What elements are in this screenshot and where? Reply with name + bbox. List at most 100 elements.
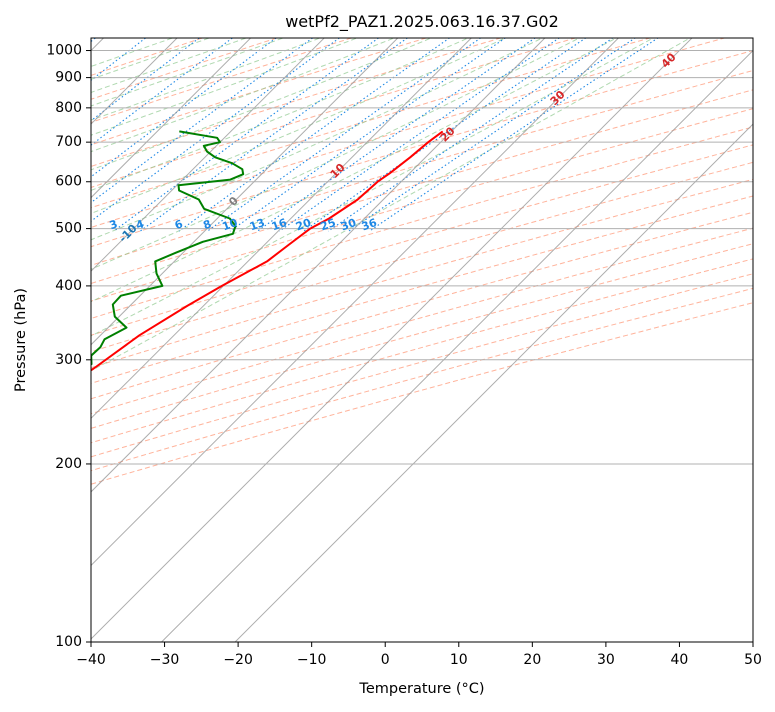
y-tick-label: 100 [55, 634, 82, 650]
isotherm-line [160, 49, 753, 642]
mixing-ratio-label: 25 [319, 216, 338, 233]
dry-adiabat-line [91, 38, 428, 146]
profile-lines [91, 130, 444, 372]
isotherm-line [91, 38, 399, 346]
mixing-ratio-label: 30 [339, 216, 358, 234]
x-tick-label: 40 [671, 652, 689, 668]
mixing-ratio-line [327, 38, 614, 232]
dewpoint-line [91, 130, 245, 366]
moist-adiabat-line [91, 38, 396, 153]
mixing-ratio-line [91, 38, 97, 43]
dry-adiabat-line [91, 211, 753, 400]
x-tick-label: 20 [523, 652, 541, 668]
x-tick-label: −10 [297, 652, 327, 668]
plot-frame [90, 37, 754, 643]
isotherm-label: -20 [0, 264, 23, 287]
mixing-ratio-line [113, 38, 380, 232]
x-tick-label: −20 [223, 652, 253, 668]
x-tick-label: 10 [450, 652, 468, 668]
mixing-ratio-line [91, 38, 341, 222]
y-tick-label: 400 [55, 278, 82, 294]
mixing-ratio-line [139, 38, 409, 232]
mixing-ratio-label: 13 [248, 216, 267, 233]
dry-adiabat-line [91, 195, 753, 384]
dry-adiabat-line [91, 273, 753, 458]
dry-adiabat-line [91, 227, 753, 415]
mixing-ratio-label: 16 [270, 216, 289, 234]
x-axis-title: Temperature (°C) [358, 681, 484, 697]
mixing-ratio-line [91, 38, 314, 204]
y-tick-label: 1000 [46, 43, 82, 59]
moist-adiabat-line [91, 38, 581, 270]
mixing-ratio-label: 3 [108, 217, 120, 232]
mixing-ratio-line [257, 38, 536, 232]
dry-adiabat-line [91, 126, 753, 319]
mixing-ratio-label: 6 [173, 217, 185, 232]
moist-adiabat-line [91, 38, 618, 303]
mixing-ratio-label: 4 [134, 217, 146, 232]
mixing-ratio-label: 36 [360, 216, 379, 234]
mixing-ratio-label: 8 [201, 217, 213, 232]
dry-adiabat-line [91, 38, 503, 167]
dry-adiabat-line [91, 69, 753, 266]
mixing-ratio-line [369, 38, 659, 232]
dry-adiabat-line [91, 144, 753, 336]
x-tick-label: 30 [597, 652, 615, 668]
mixing-ratio-line [229, 38, 507, 232]
dry-adiabat-line [91, 38, 652, 209]
y-tick-label: 300 [55, 352, 82, 368]
y-tick-label: 900 [55, 70, 82, 86]
x-tick-label: 50 [744, 652, 762, 668]
dry-adiabat-line [91, 38, 204, 76]
dry-adiabat-line [91, 178, 753, 369]
dry-adiabat-line [91, 243, 753, 429]
isotherm-label: 10 [328, 161, 348, 181]
mixing-ratio-label: 1 [13, 217, 25, 232]
moist-adiabat-line [91, 38, 211, 80]
isotherm-line [91, 38, 620, 567]
isotherm-line [234, 123, 753, 642]
y-tick-label: 200 [55, 456, 82, 472]
mixing-ratio-label: 10 [221, 216, 240, 234]
mixing-ratio-label: 20 [294, 216, 313, 234]
x-tick-label: −30 [150, 652, 180, 668]
x-axis: −40 −30 −20 −10 0 10 20 30 40 50 [76, 642, 762, 668]
temperature-line [91, 130, 444, 372]
moist-adiabat-line [91, 38, 359, 136]
isotherm-line [91, 38, 325, 272]
x-tick-label: −40 [76, 652, 106, 668]
isotherm-label: 30 [548, 88, 568, 108]
dry-adiabat-line [91, 302, 753, 485]
dry-adiabat-line [91, 38, 577, 188]
dry-adiabat-line [91, 161, 753, 353]
dry-adiabat-line [91, 287, 753, 472]
y-tick-label: 500 [55, 221, 82, 237]
y-axis-title: Pressure (hPa) [13, 288, 29, 392]
y-tick-label: 600 [55, 174, 82, 190]
moist-adiabat-line [91, 38, 507, 214]
mixing-ratio-line [178, 38, 451, 232]
isotherm-line [91, 38, 252, 199]
dry-adiabat-line [91, 108, 753, 302]
dry-adiabat-line [91, 258, 753, 444]
mixing-ratio-line [279, 38, 561, 232]
isotherm-line [91, 38, 473, 420]
moist-adiabat-line [91, 38, 470, 191]
y-tick-label: 800 [55, 100, 82, 116]
line-labels: -100-90-80-70-60-50-40-30-20-10010203040… [0, 50, 679, 287]
chart-title: wetPf2_PAZ1.2025.063.16.37.G02 [285, 12, 559, 32]
background-lines [91, 38, 753, 642]
dry-adiabat-line [91, 89, 753, 285]
moist-adiabat-line [91, 38, 544, 241]
y-axis: 1000 900 800 700 600 500 400 300 200 100 [46, 43, 91, 650]
moist-adiabat-line [91, 38, 285, 107]
y-tick-label: 700 [55, 134, 82, 150]
dry-adiabat-line [91, 49, 753, 248]
moist-adiabat-line [91, 38, 322, 121]
isotherm-line [91, 38, 546, 493]
x-tick-label: 0 [381, 652, 390, 668]
dry-adiabat-line [91, 38, 354, 123]
isotherm-line [91, 38, 693, 640]
